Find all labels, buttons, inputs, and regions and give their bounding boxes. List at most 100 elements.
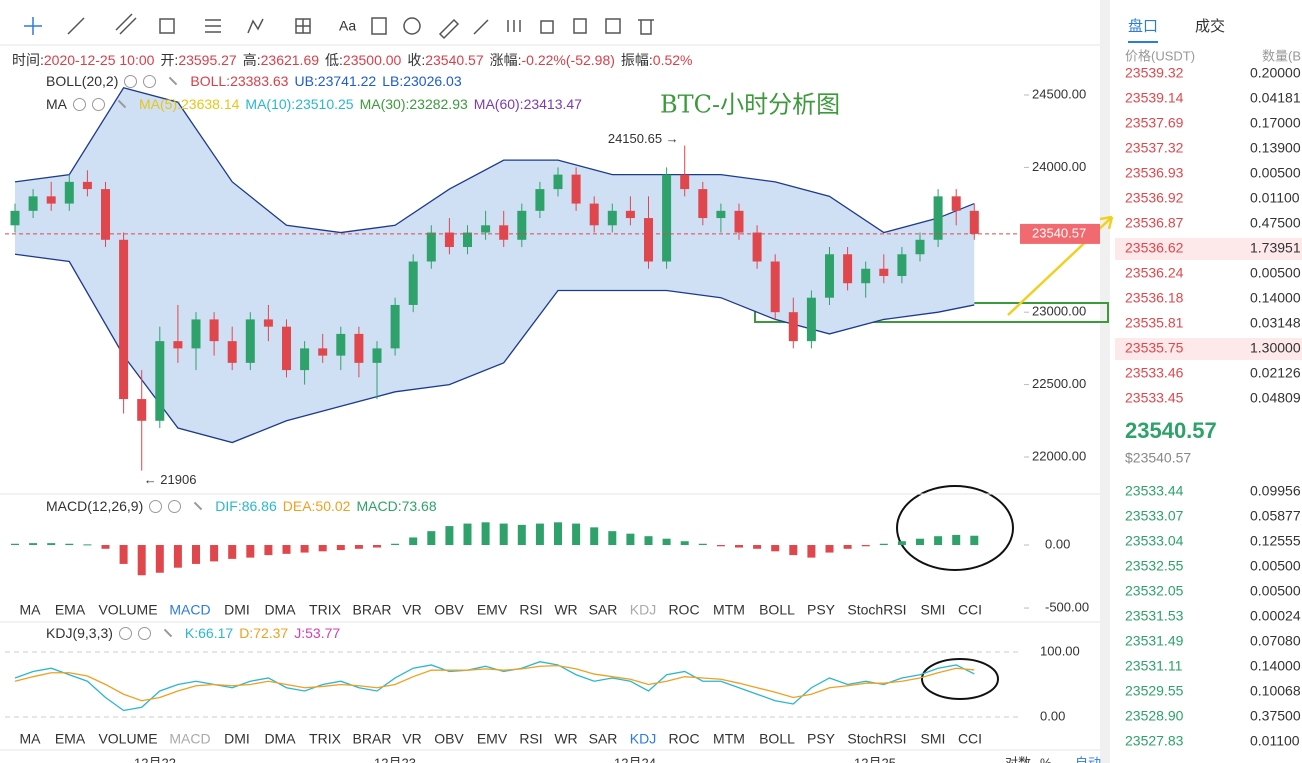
indicator-tab[interactable]: OBV bbox=[434, 731, 464, 747]
indicator-tab[interactable]: KDJ bbox=[630, 731, 656, 747]
high-note: 24150.65 → bbox=[608, 131, 679, 146]
candle-body bbox=[589, 203, 599, 226]
indicator-tab[interactable]: TRIX bbox=[309, 731, 342, 747]
indicator-tab[interactable]: BRAR bbox=[353, 731, 392, 747]
legend-row: MA MA(5):23638.14 MA(10):23510.25 MA(30):23… bbox=[46, 96, 582, 112]
macd-bar bbox=[445, 526, 454, 546]
indicator-tab[interactable]: EMA bbox=[55, 602, 86, 618]
candle-body bbox=[282, 326, 291, 371]
info-label: 高: bbox=[242, 52, 261, 68]
candle-body bbox=[444, 232, 454, 248]
axis-option[interactable]: 对数 bbox=[1005, 755, 1031, 763]
indicator-tab[interactable]: PSY bbox=[807, 731, 836, 747]
indicator-tab[interactable]: RSI bbox=[519, 602, 542, 618]
macd-bar bbox=[517, 524, 526, 546]
axis-option[interactable]: % bbox=[1040, 755, 1052, 763]
indicator-tab[interactable]: BRAR bbox=[353, 602, 392, 618]
indicator-tab[interactable]: StochRSI bbox=[847, 731, 906, 747]
candle-body bbox=[698, 189, 708, 219]
macd-bar bbox=[354, 545, 363, 549]
candle-body bbox=[680, 174, 690, 190]
indicator-tab[interactable]: PSY bbox=[807, 602, 836, 618]
indicator-tab[interactable]: CCI bbox=[958, 602, 982, 618]
toolbar-text-tool[interactable]: Aa bbox=[339, 18, 356, 34]
indicator-tab[interactable]: VR bbox=[402, 602, 421, 618]
y-tick-label: 22000.00 bbox=[1032, 448, 1086, 463]
indicator-tab[interactable]: MACD bbox=[169, 731, 210, 747]
legend-item: BOLL:23383.63 bbox=[190, 73, 289, 89]
last-price-tag bbox=[1020, 223, 1100, 244]
book-qty: 0.04181 bbox=[1250, 90, 1301, 106]
indicator-tab[interactable]: EMV bbox=[477, 602, 508, 618]
indicator-tab[interactable]: RSI bbox=[519, 731, 542, 747]
indicator-tab[interactable]: SMI bbox=[921, 602, 946, 618]
toolbar-icons[interactable] bbox=[24, 13, 654, 40]
kdj-line bbox=[14, 664, 975, 702]
candle-body bbox=[933, 196, 943, 240]
indicator-tab[interactable]: DMA bbox=[264, 602, 296, 618]
book-price: 23536.93 bbox=[1125, 165, 1184, 181]
indicator-tab[interactable]: EMA bbox=[55, 731, 86, 747]
macd-bar bbox=[680, 541, 689, 546]
macd-bar bbox=[554, 522, 562, 546]
indicator-tab[interactable]: MTM bbox=[713, 602, 745, 618]
candle-body bbox=[46, 196, 56, 204]
boll-lower bbox=[14, 253, 975, 444]
indicator-tab[interactable]: CCI bbox=[958, 731, 982, 747]
indicator-tab[interactable]: SMI bbox=[921, 731, 946, 747]
indicator-tab[interactable]: TRIX bbox=[309, 602, 342, 618]
indicator-tab[interactable]: KDJ bbox=[630, 602, 656, 618]
candle-body bbox=[553, 174, 563, 190]
indicator-tab[interactable]: WR bbox=[554, 602, 577, 618]
indicator-tab[interactable]: OBV bbox=[434, 602, 464, 618]
indicator-tab[interactable]: EMV bbox=[477, 731, 508, 747]
indicator-tab[interactable]: SAR bbox=[589, 602, 618, 618]
indicator-tab[interactable]: ROC bbox=[668, 731, 699, 747]
legend-row: KDJ(9,3,3) K:66.17 D:72.37 J:53.77 bbox=[46, 625, 340, 641]
macd-bar bbox=[391, 543, 400, 546]
indicator-tab[interactable]: BOLL bbox=[759, 731, 795, 747]
candle-body bbox=[481, 225, 491, 233]
book-qty: 0.04809 bbox=[1250, 390, 1301, 406]
indicator-tab[interactable]: DMA bbox=[264, 731, 296, 747]
candle-body bbox=[752, 232, 762, 262]
candle-body bbox=[300, 348, 310, 371]
book-tab[interactable]: 成交 bbox=[1195, 17, 1225, 35]
book-qty: 0.47500 bbox=[1250, 215, 1301, 231]
indicator-tab[interactable]: BOLL bbox=[759, 602, 795, 618]
axis-option[interactable]: 自动 bbox=[1075, 755, 1101, 763]
macd-bar bbox=[264, 545, 273, 556]
indicator-tab[interactable]: DMI bbox=[224, 602, 250, 618]
indicator-tab[interactable]: WR bbox=[554, 731, 577, 747]
macd-bar bbox=[590, 527, 599, 546]
candle-body bbox=[861, 268, 871, 284]
indicator-tab[interactable]: ROC bbox=[668, 602, 699, 618]
candle-body bbox=[463, 232, 472, 248]
indicator-tab[interactable]: StochRSI bbox=[847, 602, 906, 618]
indicator-tab[interactable]: MTM bbox=[713, 731, 745, 747]
indicator-tab[interactable]: SAR bbox=[589, 731, 618, 747]
info-label: 振幅: bbox=[620, 52, 653, 68]
candle-body bbox=[969, 210, 979, 234]
book-tab[interactable]: 盘口 bbox=[1128, 17, 1158, 35]
indicator-tab[interactable]: VOLUME bbox=[98, 602, 157, 618]
book-price: 23533.45 bbox=[1125, 390, 1184, 406]
indicator-tab[interactable]: VR bbox=[402, 731, 421, 747]
indicator-tab[interactable]: MACD bbox=[169, 602, 210, 618]
legend-row: BOLL(20,2) BOLL:23383.63 UB:23741.22 LB:230… bbox=[46, 73, 462, 89]
book-header: 价格(USDT) bbox=[1125, 48, 1195, 63]
indicator-tab[interactable]: VOLUME bbox=[98, 731, 157, 747]
indicator-tab[interactable]: DMI bbox=[224, 731, 250, 747]
candle-body bbox=[770, 261, 780, 313]
indicator-tab[interactable]: MA bbox=[20, 602, 42, 618]
last-price-label: 23540.57 bbox=[1032, 225, 1086, 240]
macd-bar bbox=[11, 543, 19, 546]
book-price: 23527.83 bbox=[1125, 733, 1184, 749]
book-price: 23536.18 bbox=[1125, 290, 1184, 306]
legend-item: MA(60):23413.47 bbox=[473, 96, 582, 112]
info-label: 开: bbox=[160, 52, 179, 68]
macd-bar bbox=[608, 531, 617, 546]
book-qty: 0.12555 bbox=[1250, 533, 1301, 549]
candle-body bbox=[227, 341, 237, 363]
indicator-tab[interactable]: MA bbox=[20, 731, 42, 747]
